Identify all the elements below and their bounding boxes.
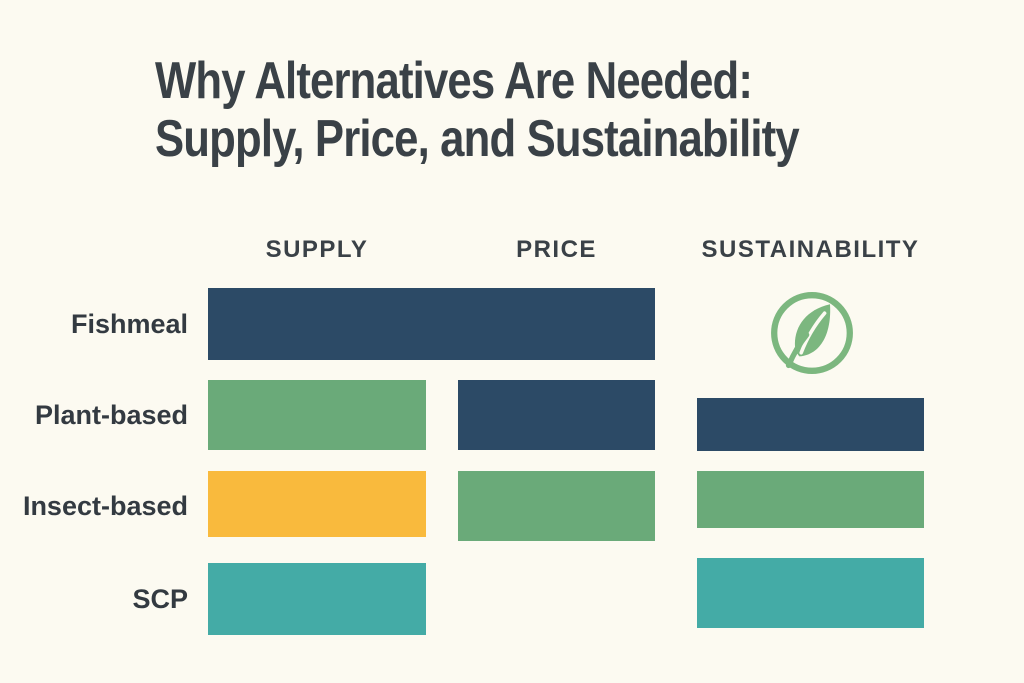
bar-plant-based-sustainability bbox=[697, 398, 924, 451]
bar-plant-based-price bbox=[458, 380, 655, 450]
column-header-sustainability: SUSTAINABILITY bbox=[701, 236, 920, 263]
column-header-supply: SUPPLY bbox=[265, 236, 369, 263]
bar-fishmeal-supply-price bbox=[208, 288, 655, 360]
row-label-fishmeal: Fishmeal bbox=[70, 309, 188, 339]
bar-scp-supply bbox=[208, 563, 426, 635]
leaf-circle-icon bbox=[767, 288, 857, 378]
bar-insect-based-price bbox=[458, 471, 655, 541]
page-title-line-2: Supply, Price, and Sustainability bbox=[155, 110, 800, 169]
row-label-scp: SCP bbox=[132, 584, 188, 614]
row-label-insect-based: Insect-based bbox=[22, 491, 188, 521]
row-label-plant-based: Plant-based bbox=[34, 400, 188, 430]
bar-insect-based-supply bbox=[208, 471, 426, 537]
page-title-line-1: Why Alternatives Are Needed: bbox=[155, 52, 753, 110]
bar-scp-sustainability bbox=[697, 558, 924, 628]
bar-insect-based-sustainability bbox=[697, 471, 924, 528]
bar-plant-based-supply bbox=[208, 380, 426, 450]
page-title: Why Alternatives Are Needed: Supply, Pri… bbox=[155, 52, 800, 169]
column-header-price: PRICE bbox=[516, 236, 597, 263]
